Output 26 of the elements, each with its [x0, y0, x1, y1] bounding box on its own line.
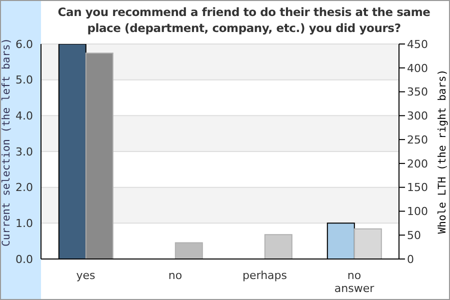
y-tick-label: 5.0	[16, 74, 33, 87]
y-tick-label: 4.0	[16, 110, 33, 123]
y2-tick-label: 350	[407, 86, 428, 99]
x-tick-label: perhaps	[242, 269, 288, 282]
y-tick-label: 3.0	[16, 145, 33, 158]
y2-tick-label: 400	[407, 62, 428, 75]
y-tick-label: 2.0	[16, 181, 33, 194]
y-axis-title: Current selection (the left bars)	[0, 38, 13, 246]
y2-tick-label: 250	[407, 133, 428, 146]
bar	[174, 242, 203, 259]
y2-tick-label: 0	[407, 252, 414, 266]
y2-tick-label: 100	[407, 205, 428, 218]
chart-title: Can you recommend a friend to do their thesis at the same place (department, company, etc.) you did yours?	[56, 4, 432, 36]
y2-tick-label: 450	[407, 38, 428, 51]
x-tick-label: no	[168, 269, 182, 282]
y2-tick-label: 150	[407, 181, 428, 194]
y2-axis-title: Whole LTH (the right bars)	[436, 69, 449, 234]
y-tick-label: 6.0	[16, 38, 33, 51]
y-tick-label: 0.0	[16, 252, 33, 266]
y2-tick-label: 200	[407, 157, 428, 170]
y2-tick-label: 300	[407, 110, 428, 123]
y2-tick-label: 50	[407, 229, 421, 242]
x-tick-label: no answer	[334, 269, 375, 295]
x-tick-label: yes	[76, 269, 96, 282]
y-tick-label: 1.0	[16, 217, 33, 230]
bar	[264, 234, 292, 259]
